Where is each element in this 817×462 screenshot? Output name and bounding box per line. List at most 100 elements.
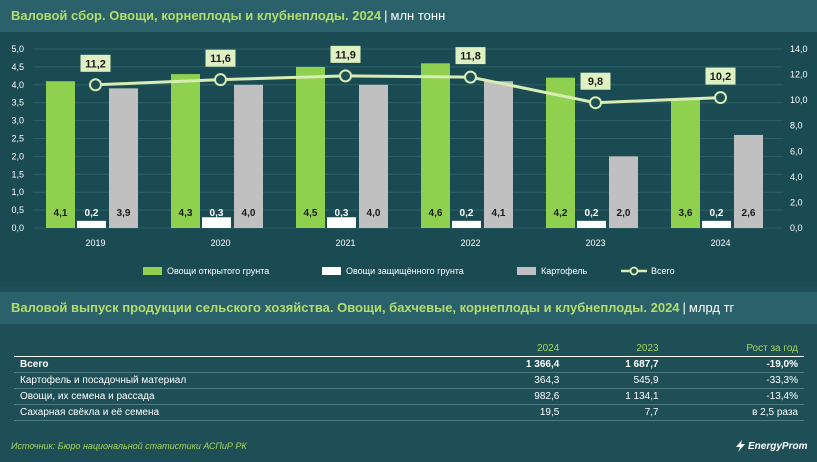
table-row: Сахарная свёкла и её семена 19,5 7,7 в 2…: [14, 404, 804, 421]
y-left-tick-label: 4,0: [11, 80, 24, 90]
y-left-tick-label: 4,5: [11, 62, 24, 72]
chart-unit: млн тонн: [390, 8, 446, 23]
y-left-tick-label: 1,0: [11, 187, 24, 197]
source-note: Источник: Бюро национальной статистики А…: [11, 441, 247, 451]
table-header-label: [14, 341, 466, 357]
data-label-potato: 2,6: [742, 208, 756, 219]
bar-protected-ground: [702, 220, 731, 228]
bar-potato: [484, 81, 513, 228]
row-value-2023: 1 687,7: [565, 356, 665, 373]
row-growth: -13,4%: [664, 388, 804, 405]
callout-box-total: [705, 67, 736, 85]
chart-title: Валовой сбор. Овощи, корнеплоды и клубне…: [11, 8, 446, 23]
chart-svg: 0,0 0,5 1,0 1,5 2,0 2,5 3,0 3,5 4,0 4,5 5,0 0,0 2,0 4…: [11, 44, 808, 248]
chart-title-bar: Валовой сбор. Овощи, корнеплоды и клубне…: [0, 0, 817, 32]
data-label-potato: 4,1: [492, 208, 506, 219]
x-tick-label: 2024: [710, 238, 730, 248]
bar-protected-ground: [452, 220, 481, 228]
y-left-tick-label: 0,0: [11, 223, 24, 233]
row-growth: -33,3%: [664, 372, 804, 389]
legend-swatch-protected-ground: [322, 267, 341, 275]
data-label-open-ground: 4,2: [554, 208, 568, 219]
y-right-tick-label: 2,0: [790, 197, 803, 207]
table-row: Всего 1 366,4 1 687,7 -19,0%: [14, 356, 804, 373]
bar-protected-ground: [77, 220, 106, 228]
legend-item-total: Всего: [621, 264, 675, 278]
row-value-2024: 19,5: [466, 404, 566, 421]
marker-total: [214, 73, 227, 87]
callout-box-total: [330, 45, 361, 63]
y-left-tick-label: 3,5: [11, 98, 24, 108]
table-header-row: 2024 2023 Рост за год: [14, 341, 804, 357]
x-tick-label: 2021: [335, 238, 355, 248]
legend-item-potato: Картофель: [517, 264, 587, 278]
data-label-total: 11,6: [210, 53, 231, 65]
bar-open-ground: [546, 77, 575, 228]
data-label-total: 11,8: [460, 51, 481, 63]
legend-swatch-open-ground: [143, 267, 162, 275]
bar-open-ground: [421, 63, 450, 228]
data-label-total: 11,9: [335, 49, 356, 61]
row-value-2024: 982,6: [466, 388, 566, 405]
data-label-open-ground: 4,3: [179, 208, 193, 219]
data-label-protected-ground: 0,3: [210, 208, 224, 219]
bar-potato: [359, 84, 388, 228]
table-header-2023: 2023: [565, 341, 665, 357]
data-label-total: 10,2: [710, 71, 731, 83]
callout-box-total: [455, 47, 486, 65]
y-right-tick-label: 12,0: [790, 70, 808, 80]
y-left-tick-label: 0,5: [11, 205, 24, 215]
bar-potato: [734, 134, 763, 228]
table-title: Валовой выпуск продукции сельского хозяй…: [11, 300, 735, 315]
bar-protected-ground: [577, 220, 606, 228]
marker-total: [89, 78, 102, 92]
data-label-protected-ground: 0,3: [335, 208, 349, 219]
data-label-potato: 4,0: [367, 208, 381, 219]
x-tick-label: 2020: [210, 238, 230, 248]
bar-protected-ground: [327, 217, 356, 228]
data-label-open-ground: 4,5: [304, 208, 318, 219]
legend-item-protected-ground: Овощи защищённого грунта: [322, 264, 464, 278]
marker-total: [714, 91, 727, 105]
data-table: 2024 2023 Рост за год Всего 1 366,4 1 68…: [14, 341, 804, 421]
x-tick-label: 2022: [460, 238, 480, 248]
legend-item-open-ground: Овощи открытого грунта: [143, 264, 269, 278]
table-unit: млрд тг: [688, 300, 735, 315]
y-left-tick-label: 2,5: [11, 134, 24, 144]
data-label-protected-ground: 0,2: [710, 208, 724, 219]
bar-potato: [234, 84, 263, 228]
bar-open-ground: [671, 99, 700, 229]
x-tick-label: 2019: [85, 238, 105, 248]
bar-open-ground: [171, 74, 200, 228]
row-label: Всего: [14, 356, 466, 373]
table-row: Картофель и посадочный материал 364,3 54…: [14, 372, 804, 389]
legend-swatch-potato: [517, 267, 536, 275]
callout-box-total: [580, 72, 611, 90]
y-left-tick-label: 2,0: [11, 151, 24, 161]
row-growth: -19,0%: [664, 356, 804, 373]
line-total: [95, 74, 721, 105]
data-label-total: 11,2: [85, 58, 106, 70]
table-header-growth: Рост за год: [664, 341, 804, 357]
data-label-potato: 4,0: [242, 208, 256, 219]
callout-box-total: [80, 54, 111, 72]
legend-swatch-total: [621, 266, 647, 276]
row-label: Овощи, их семена и рассада: [14, 388, 466, 405]
data-label-total: 9,8: [588, 76, 603, 88]
table-header-2024: 2024: [466, 341, 566, 357]
legend-label-open-ground: Овощи открытого грунта: [167, 266, 270, 276]
bar-open-ground: [46, 81, 75, 228]
row-value-2023: 7,7: [565, 404, 665, 421]
y-right-tick-label: 6,0: [790, 146, 803, 156]
bar-protected-ground: [202, 217, 231, 228]
row-growth: в 2,5 раза: [664, 404, 804, 421]
marker-total: [589, 96, 602, 110]
lightning-icon: [736, 440, 745, 452]
table-title-bar: Валовой выпуск продукции сельского хозяй…: [0, 292, 817, 324]
row-value-2024: 1 366,4: [466, 356, 566, 373]
y-left-tick-label: 3,0: [11, 116, 24, 126]
row-value-2023: 545,9: [565, 372, 665, 389]
y-right-tick-label: 8,0: [790, 121, 803, 131]
marker-total: [339, 69, 352, 83]
marker-total: [464, 70, 477, 84]
